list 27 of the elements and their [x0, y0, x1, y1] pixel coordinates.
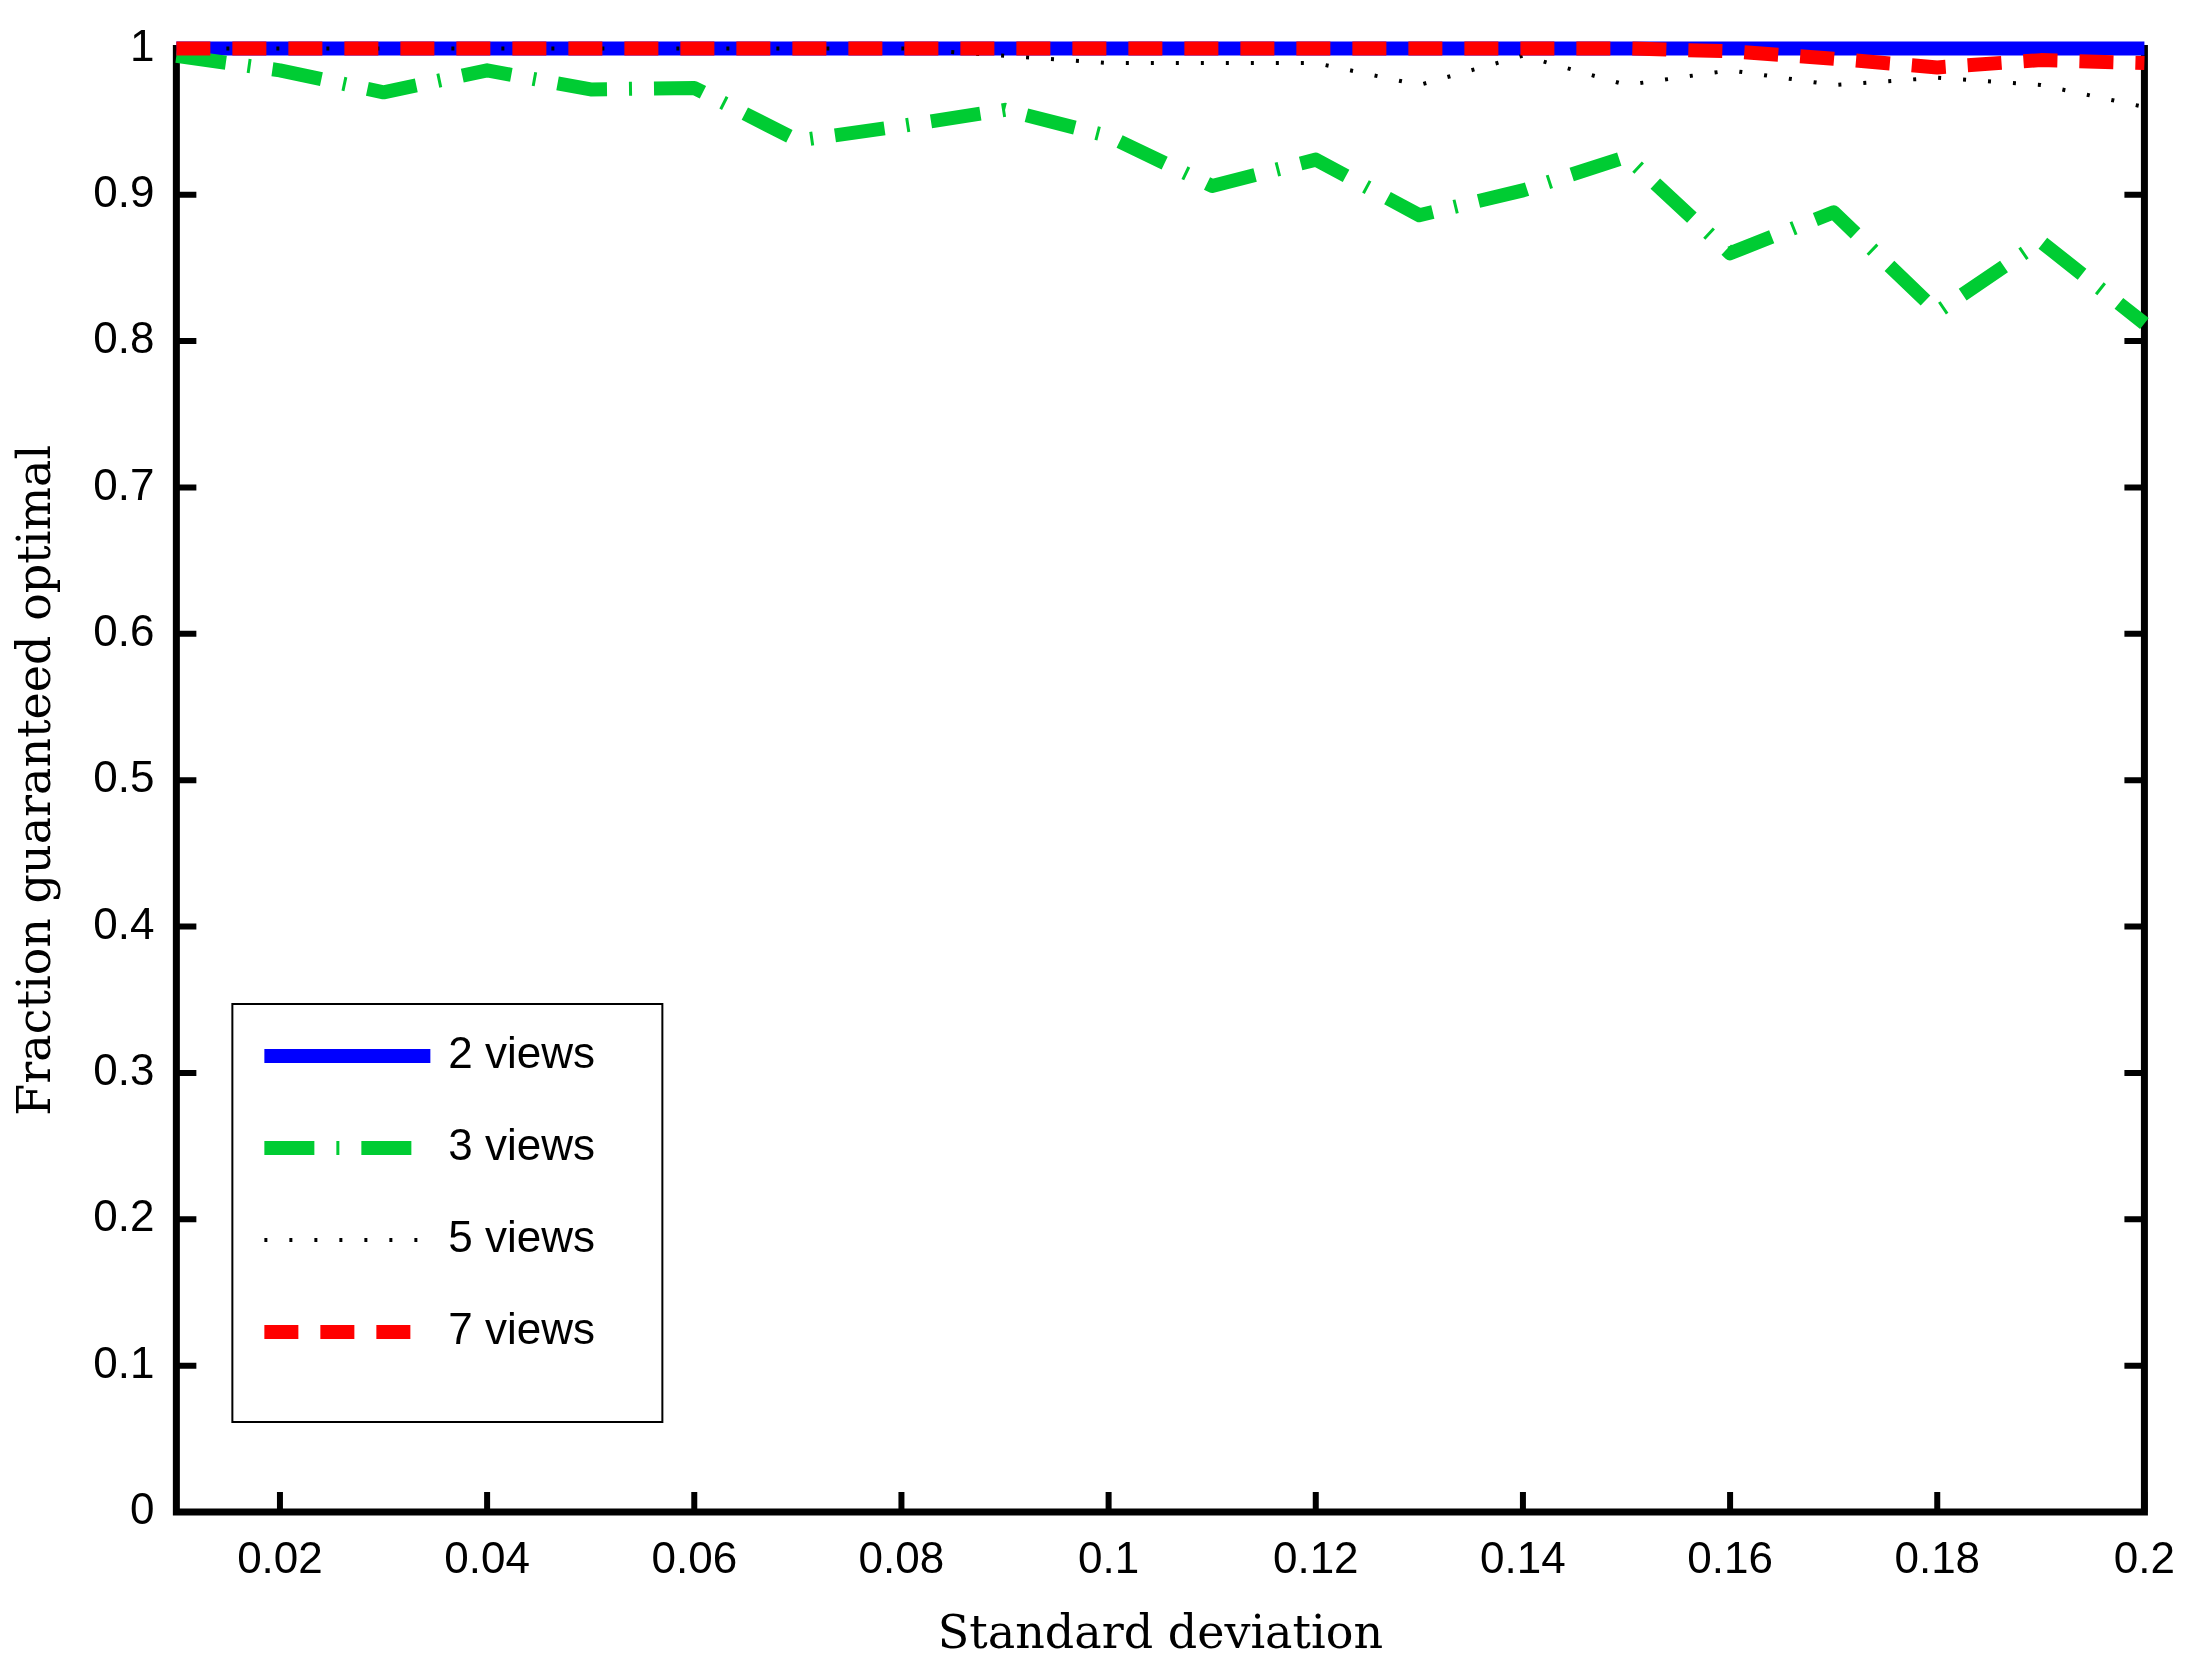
- x-tick-label: 0.12: [1272, 1532, 1359, 1582]
- y-tick-label: 0.2: [93, 1191, 155, 1241]
- x-tick-label: 0.16: [1687, 1532, 1773, 1582]
- x-tick-label: 0.02: [237, 1532, 323, 1582]
- legend-label: 2 views: [448, 1028, 596, 1078]
- legend-label: 7 views: [448, 1304, 596, 1354]
- y-tick-label: 0.4: [93, 898, 155, 948]
- y-tick-label: 0.3: [93, 1045, 155, 1095]
- x-tick-label: 0.2: [2113, 1532, 2175, 1582]
- y-tick-label: 0.1: [93, 1337, 155, 1387]
- legend-label: 5 views: [448, 1212, 596, 1262]
- y-axis-title: Fraction guaranteed optimal: [6, 444, 61, 1116]
- y-tick-label: 1: [129, 20, 155, 70]
- x-tick-label: 0.1: [1078, 1532, 1140, 1582]
- x-tick-label: 0.04: [444, 1532, 530, 1582]
- y-tick-label: 0: [129, 1484, 155, 1534]
- y-tick-label: 0.8: [93, 313, 155, 363]
- y-tick-label: 0.7: [93, 459, 155, 509]
- x-tick-label: 0.08: [858, 1532, 945, 1582]
- x-tick-label: 0.06: [651, 1532, 738, 1582]
- x-tick-label: 0.14: [1480, 1532, 1566, 1582]
- y-tick-label: 0.6: [93, 605, 155, 655]
- x-tick-label: 0.18: [1894, 1532, 1981, 1582]
- y-tick-label: 0.5: [93, 752, 155, 802]
- x-axis-title: Standard deviation: [937, 1605, 1384, 1660]
- legend-label: 3 views: [448, 1120, 596, 1170]
- y-tick-label: 0.9: [93, 166, 155, 216]
